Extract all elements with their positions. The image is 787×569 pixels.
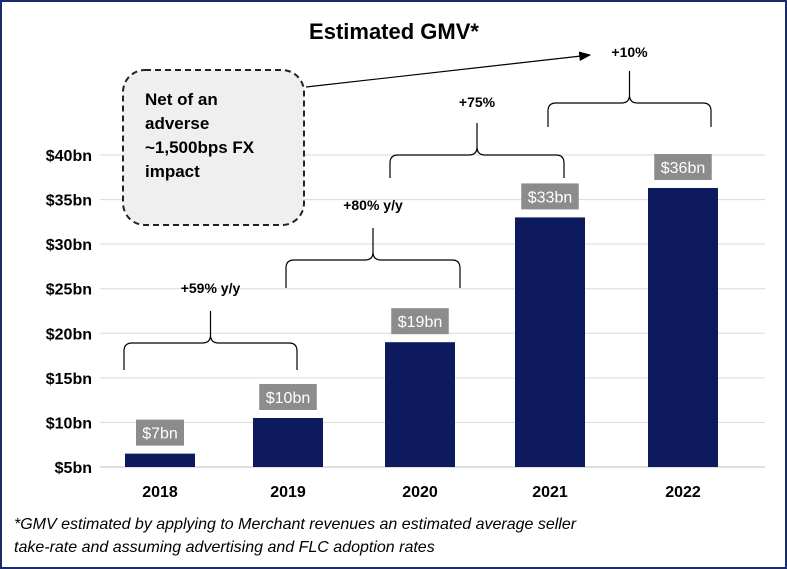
callout-box [122,69,305,226]
chart-title: Estimated GMV* [309,19,479,44]
footnote-line-1: *GMV estimated by applying to Merchant r… [14,516,577,533]
y-tick-label: $20bn [46,326,92,343]
bars: $7bn $10bn $19bn $33bn $36bn [125,153,718,468]
data-label-bg [654,153,712,180]
y-tick-label: $10bn [46,415,92,432]
data-label: $19bn [398,314,443,331]
callout-line-4: impact [145,162,200,181]
y-tick-label: $35bn [46,193,92,210]
bar [515,217,585,467]
y-tick-label: $5bn [55,460,92,477]
data-label-bg [136,419,184,446]
y-tick-label: $30bn [46,237,92,254]
growth-annotations: +59% y/y +80% y/y +75% +10% [123,44,712,370]
growth-brace [389,123,565,178]
data-label: $10bn [266,390,311,407]
category-label: 2022 [665,484,701,501]
data-label-bg [521,183,579,210]
y-tick-label: $40bn [46,148,92,165]
x-axis-categories: 2018 2019 2020 2021 2022 [142,484,701,501]
growth-label: +75% [459,94,496,110]
category-label: 2018 [142,484,178,501]
growth-label: +59% y/y [181,280,241,296]
growth-brace [123,311,298,370]
data-label-bg [391,308,449,335]
data-label: $33bn [528,189,573,206]
data-label-bg [259,383,317,410]
y-tick-label: $15bn [46,371,92,388]
y-axis-ticks: $5bn $10bn $15bn $20bn $25bn $30bn $35bn $40bn [46,148,92,477]
growth-label: +80% y/y [343,197,403,213]
bar [125,453,195,467]
y-tick-label: $25bn [46,282,92,299]
callout-arrow [305,51,592,88]
callout-line-3: ~1,500bps FX [145,138,255,157]
growth-brace [547,71,712,127]
bar [648,187,718,468]
footnote-line-2: take-rate and assuming advertising and F… [14,539,435,556]
bar [385,342,455,467]
growth-label: +10% [611,44,648,60]
category-label: 2020 [402,484,438,501]
callout-line-1: Net of an [145,90,218,109]
fx-callout: Net of an adverse ~1,500bps FX impact [122,51,592,226]
category-label: 2019 [270,484,306,501]
data-label: $36bn [661,160,706,177]
callout-line-2: adverse [145,114,209,133]
data-label: $7bn [142,426,178,443]
bar [253,417,323,467]
growth-brace [285,228,461,288]
category-label: 2021 [532,484,568,501]
